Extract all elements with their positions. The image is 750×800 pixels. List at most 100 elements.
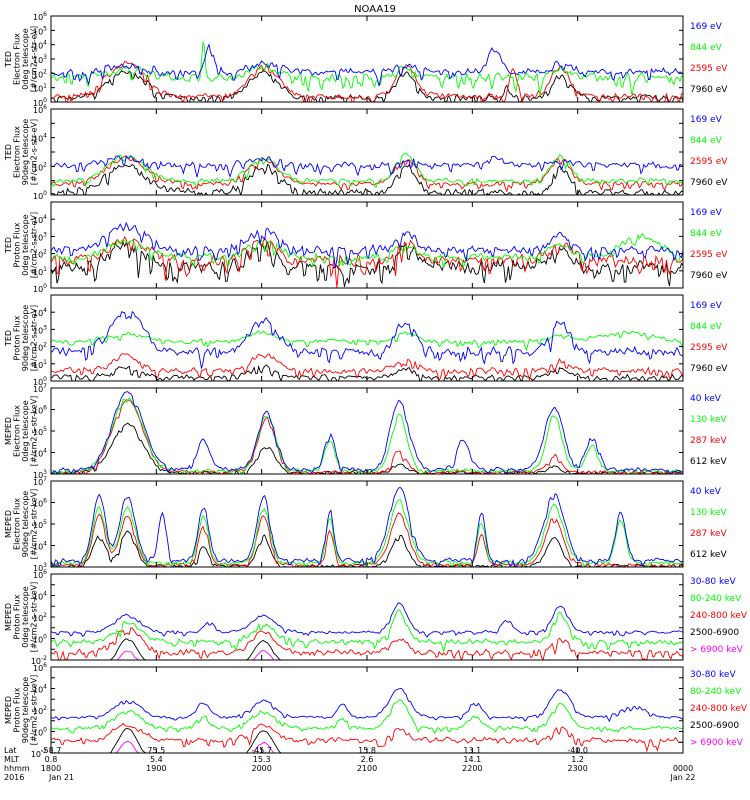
panels-group: 100 101 102 103 104 105 106 TEDElectron Flux0de… — [4, 11, 748, 759]
plot-area — [51, 688, 683, 753]
y-tick-label: 105 — [33, 25, 47, 36]
y-tick-label: 104 — [33, 214, 47, 225]
legend-entry: 40 keV — [690, 394, 722, 404]
series-line-4 — [51, 155, 683, 179]
y-tick-label: 106 — [33, 662, 47, 673]
x-tick-label: 2200 — [462, 764, 482, 773]
series-line-4 — [51, 699, 683, 734]
chart-title: NOAA19 — [354, 4, 396, 15]
y-tick-label: 106 — [33, 405, 47, 416]
legend-entry: > 6900 keV — [690, 738, 744, 748]
y-axis-label: MEPEDElectron Flux0deg telescope[#/cm2-s… — [4, 396, 39, 467]
y-tick-label: 101 — [33, 266, 47, 277]
y-tick-label: 100 — [33, 97, 47, 108]
x-tick-label: Jan 21 — [48, 773, 74, 782]
y-axis-label: TEDProton Flux0deg telescope[#/cm2-s-str… — [4, 212, 39, 278]
y-tick-label: 105 — [33, 519, 47, 530]
y-tick-label: 10-2 — [31, 748, 47, 759]
y-tick-label: 103 — [33, 324, 47, 335]
x-tick-label: 0000 — [673, 764, 693, 773]
series-line-3 — [51, 330, 683, 352]
x-tick-label: 5.4 — [150, 755, 163, 764]
series-line-3 — [51, 232, 683, 270]
legend-entry: 80-240 keV — [690, 594, 742, 604]
plot-area — [51, 221, 683, 288]
x-tick-label: 75.5 — [147, 746, 165, 755]
y-axis-label: TEDElectron Flux90deg telescope[#/cm2-s-… — [4, 119, 39, 186]
series-line-2 — [51, 155, 683, 193]
series-line-1 — [51, 163, 683, 195]
x-axis-row-label: MLT — [4, 755, 19, 764]
y-tick-label: 100 — [33, 376, 47, 387]
legend-entry: 612 keV — [690, 550, 727, 560]
y-tick-label: 106 — [33, 104, 47, 115]
legend-entry: 80-240 keV — [690, 687, 742, 697]
legend-entry: 2500-6900 — [690, 628, 739, 638]
legend-entry: 169 eV — [690, 115, 723, 125]
series-line-3 — [51, 152, 683, 189]
y-tick-label: 104 — [33, 133, 47, 144]
y-tick-label: 106 — [33, 569, 47, 580]
y-tick-label: 107 — [33, 383, 47, 394]
legend-entry: 612 keV — [690, 457, 727, 467]
legend-entry: 2595 eV — [690, 250, 728, 260]
x-tick-label: -58.7 — [41, 746, 62, 755]
series-line-4 — [51, 486, 683, 567]
panel-7: 10-2 100 102 104 106 MEPEDProton Flux0deg tel… — [4, 569, 748, 666]
x-tick-label: 0.8 — [45, 755, 58, 764]
y-tick-label: 100 — [33, 283, 47, 294]
y-axis-label: MEPEDProton Flux0deg telescope[#/cm2-s-s… — [4, 582, 39, 653]
legend-entry: 2595 eV — [690, 64, 728, 74]
legend-entry: 7960 eV — [690, 271, 728, 281]
x-tick-label: 1900 — [146, 764, 166, 773]
legend-entry: 2595 eV — [690, 343, 728, 353]
legend-entry: 287 keV — [690, 436, 727, 446]
y-tick-label: 104 — [33, 541, 47, 552]
legend-entry: 844 eV — [690, 229, 723, 239]
y-tick-label: 100 — [33, 190, 47, 201]
panel-frame — [50, 15, 684, 103]
panel-2: 100 102 104 106 TEDElectron Flux90deg telesc… — [4, 104, 728, 201]
y-tick-label: 102 — [33, 68, 47, 79]
y-tick-label: 10-2 — [31, 655, 47, 666]
y-tick-label: 102 — [33, 705, 47, 716]
y-tick-label: 107 — [33, 476, 47, 487]
legend-entry: 2595 eV — [690, 157, 728, 167]
legend-entry: 287 keV — [690, 529, 727, 539]
y-tick-label: 101 — [33, 83, 47, 94]
plot-area — [51, 602, 683, 660]
y-tick-label: 105 — [33, 426, 47, 437]
series-line-4 — [51, 609, 683, 653]
y-tick-label: 103 — [33, 231, 47, 242]
y-tick-label: 104 — [33, 448, 47, 459]
x-tick-label: 2.6 — [361, 755, 374, 764]
panel-frame — [50, 201, 684, 289]
x-tick-label: 2000 — [251, 764, 271, 773]
series-line-4 — [51, 310, 683, 369]
y-tick-label: 106 — [33, 11, 47, 22]
legend-entry: 130 keV — [690, 415, 727, 425]
y-tick-label: 106 — [33, 498, 47, 509]
y-tick-label: 104 — [33, 307, 47, 318]
legend-entry: 169 eV — [690, 208, 723, 218]
panel-1: 100 101 102 103 104 105 106 TEDElectron Flux0de… — [4, 11, 728, 108]
series-line-2 — [51, 235, 683, 288]
y-tick-label: 103 — [33, 562, 47, 573]
x-tick-label: 13.1 — [463, 746, 481, 755]
series-line-2 — [51, 399, 683, 474]
series-line-4 — [51, 391, 683, 474]
legend-entry: 40 keV — [690, 487, 722, 497]
y-tick-label: 102 — [33, 342, 47, 353]
series-line-3 — [51, 722, 683, 753]
series-line-2 — [51, 60, 683, 102]
x-tick-label: Jan 22 — [669, 773, 695, 782]
y-tick-label: 100 — [33, 727, 47, 738]
y-tick-label: 102 — [33, 161, 47, 172]
y-tick-label: 100 — [33, 634, 47, 645]
legend-entry: 7960 eV — [690, 178, 728, 188]
y-axis-label: TEDElectron Flux0deg telescope[#/cm2-s-s… — [4, 26, 39, 92]
x-tick-label: -40.0 — [567, 746, 588, 755]
y-tick-label: 104 — [33, 591, 47, 602]
